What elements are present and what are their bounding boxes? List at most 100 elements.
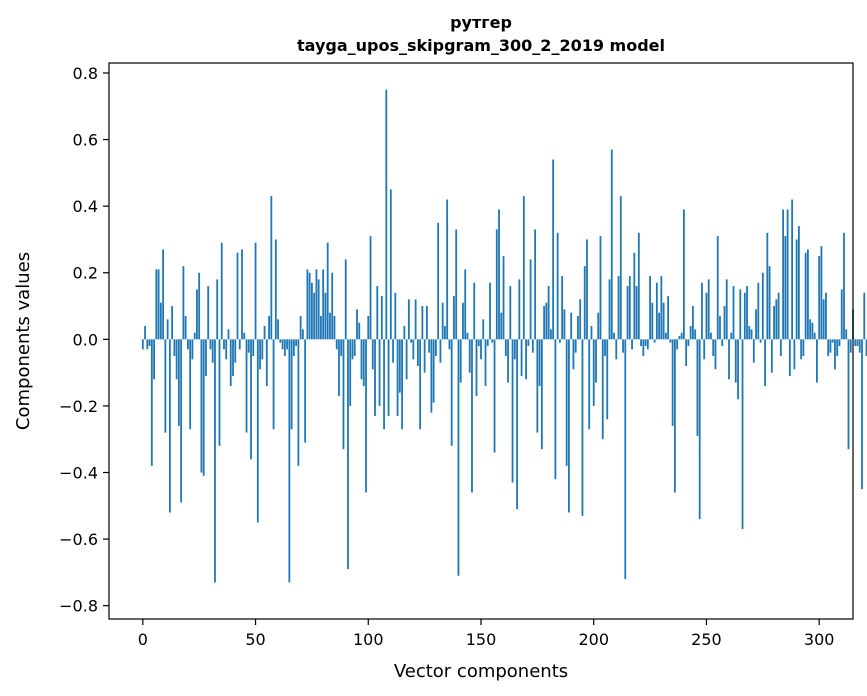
y-tick-label: 0.4 [73,197,98,216]
bar-component-91 [347,339,349,570]
bar-component-101 [369,236,372,340]
bar-component-297 [811,322,814,340]
bar-component-173 [531,339,534,353]
bar-component-194 [579,299,582,340]
bar-component-3 [148,339,151,346]
x-tick-label: 50 [245,630,265,649]
bar-component-213 [622,339,624,353]
bar-component-88 [340,339,343,356]
bar-component-301 [820,246,823,340]
bar-component-231 [662,302,665,340]
bar-component-137 [450,339,453,446]
bar-component-205 [604,339,606,356]
bar-component-10 [164,339,167,433]
bar-component-247 [698,339,701,520]
bar-component-167 [518,279,521,340]
bar-component-15 [175,339,178,380]
y-tick-label: 0.8 [73,64,98,83]
bar-component-79 [320,316,322,340]
bar-component-143 [464,269,467,340]
bar-component-154 [489,282,491,340]
bar-component-84 [331,272,334,340]
bar-component-31 [211,339,214,363]
bar-component-295 [807,249,809,340]
bar-component-303 [825,292,827,340]
bar-component-30 [209,339,212,350]
bar-component-225 [649,276,651,340]
bar-component-299 [816,339,818,383]
bar-component-52 [259,339,261,370]
bar-component-82 [326,242,329,340]
chart-subtitle: tayga_upos_skipgram_300_2_2019 model [297,36,665,55]
bar-component-193 [577,316,579,340]
bar-component-64 [286,339,289,350]
bar-component-308 [836,339,839,356]
bar-component-269 [748,326,751,340]
bar-component-48 [250,339,252,460]
bar-component-298 [813,332,816,340]
bar-component-135 [446,199,449,340]
bar-component-11 [166,319,169,340]
bar-component-216 [628,276,631,340]
bar-component-110 [389,189,392,340]
bar-component-1 [144,326,146,340]
y-tick-label: 0.6 [73,131,98,150]
bar-component-165 [513,339,516,360]
bar-component-20 [187,339,189,350]
bar-component-158 [498,209,500,340]
bar-component-103 [374,339,376,416]
bar-component-182 [552,159,555,340]
bar-component-29 [207,286,210,340]
bar-component-162 [507,339,509,383]
bar-component-255 [716,236,719,340]
bar-component-8 [159,302,162,340]
bar-component-111 [392,339,394,363]
bar-component-200 [592,339,595,406]
bar-component-179 [545,302,548,340]
bar-component-218 [633,252,636,340]
bar-component-258 [723,306,726,340]
bar-component-313 [847,339,850,450]
bar-component-124 [421,306,424,340]
bar-component-127 [428,339,431,353]
bar-component-300 [818,256,821,340]
bar-component-204 [601,339,604,440]
bar-component-107 [383,339,385,430]
bar-component-229 [658,312,661,340]
bar-component-106 [380,296,383,340]
bar-component-252 [710,332,712,340]
bar-component-188 [565,339,568,466]
bar-component-176 [538,339,541,386]
bar-component-264 [737,339,739,400]
bar-component-6 [155,269,158,340]
bar-component-265 [739,289,742,340]
bar-component-114 [398,339,401,393]
bar-component-49 [252,339,255,356]
bar-component-160 [502,256,505,340]
bar-component-35 [220,242,223,340]
bar-component-4 [150,339,153,466]
bar-component-151 [482,319,485,340]
bar-component-147 [473,282,476,340]
bar-component-296 [809,319,812,340]
bar-component-184 [556,232,559,340]
bar-component-228 [655,282,658,340]
bar-component-65 [288,339,291,583]
bar-component-306 [831,339,834,343]
bar-component-248 [701,282,703,340]
bar-component-171 [527,339,530,346]
bar-component-21 [189,339,192,430]
bar-component-126 [425,306,428,340]
bar-component-77 [315,269,318,340]
bar-component-237 [676,339,679,350]
bar-component-17 [180,339,183,503]
bar-component-172 [529,259,532,340]
bar-component-309 [838,339,841,346]
bar-component-73 [306,269,309,340]
bar-component-244 [692,306,694,340]
bar-component-249 [703,339,706,360]
bar-component-202 [597,312,600,340]
bar-component-99 [365,339,367,493]
bar-component-311 [843,232,845,340]
bar-component-115 [401,339,403,430]
